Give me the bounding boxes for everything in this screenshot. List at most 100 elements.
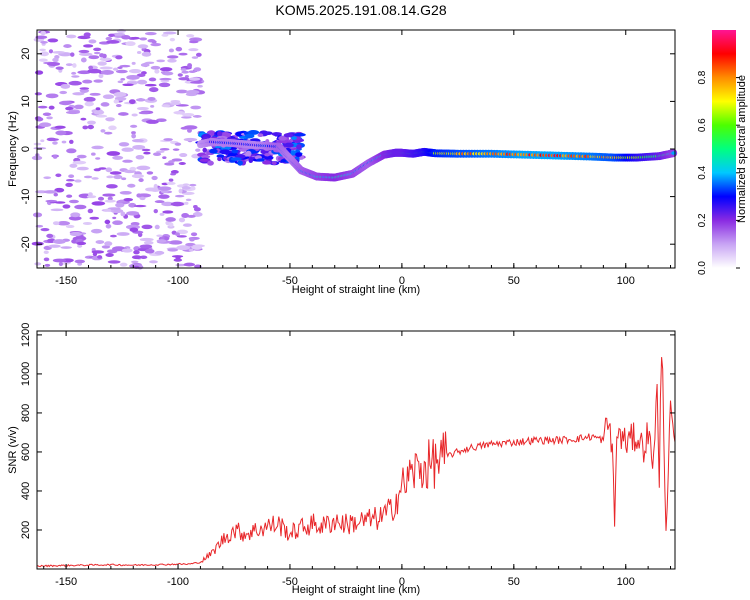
noise-blob [45, 93, 59, 99]
noise-blob [136, 73, 146, 78]
noise-blob [174, 142, 182, 146]
noise-blob [119, 64, 131, 68]
noise-blob [45, 199, 58, 203]
noise-blob [95, 107, 101, 111]
noise-blob [65, 110, 80, 115]
noise-blob [74, 104, 84, 110]
noise-blob [256, 158, 265, 162]
noise-blob [90, 228, 103, 234]
x-tick-label: -50 [282, 576, 298, 588]
y-tick-label: 800 [20, 404, 32, 422]
x-tick-label: -150 [55, 576, 77, 588]
noise-blob [170, 172, 177, 176]
noise-blob [264, 155, 274, 160]
noise-blob [168, 178, 174, 182]
noise-blob [59, 90, 68, 95]
noise-blob [130, 124, 138, 128]
spectrogram-y-label: Frequency (Hz) [7, 111, 19, 187]
noise-blob [93, 168, 101, 172]
noise-blob [176, 89, 188, 94]
noise-blob [153, 183, 158, 189]
noise-blob [245, 150, 252, 157]
noise-blob [143, 240, 154, 245]
noise-blob [122, 83, 134, 87]
noise-blob [185, 89, 200, 95]
noise-blob [129, 166, 137, 171]
noise-blob [136, 50, 142, 54]
noise-blob [61, 140, 67, 144]
noise-blob [185, 198, 192, 202]
noise-blob [68, 174, 75, 179]
noise-blob [158, 82, 171, 88]
noise-blob [83, 32, 91, 37]
noise-blob [183, 125, 198, 130]
noise-blob [189, 40, 199, 44]
noise-blob [140, 63, 150, 67]
noise-blob [52, 239, 66, 244]
noise-blob [88, 39, 97, 44]
noise-blob [158, 194, 170, 199]
noise-blob [123, 197, 134, 202]
noise-blob [97, 61, 107, 66]
noise-blob [156, 59, 166, 63]
noise-blob [187, 63, 193, 69]
noise-blob [139, 244, 153, 249]
x-tick-label: 0 [399, 576, 405, 588]
noise-blob [231, 149, 239, 154]
spectrogram-x-label: Height of straight line (km) [292, 284, 420, 296]
noise-blob [209, 148, 218, 154]
x-tick-label: -50 [282, 275, 298, 287]
noise-blob [145, 187, 157, 192]
noise-blob [68, 215, 82, 221]
noise-blob [244, 133, 255, 139]
noise-blob [65, 182, 73, 188]
noise-blob [121, 147, 134, 152]
noise-blob [162, 210, 174, 214]
noise-blob [136, 165, 151, 171]
noise-blob [156, 118, 167, 123]
noise-blob [52, 221, 60, 226]
noise-blob [168, 160, 175, 164]
noise-blob [148, 77, 157, 82]
noise-blob [82, 221, 93, 225]
noise-blob [217, 130, 223, 137]
noise-blob [121, 177, 127, 181]
noise-blob [131, 36, 140, 40]
noise-blob [35, 117, 44, 122]
noise-blob [71, 71, 77, 75]
y-tick-label: 600 [20, 443, 32, 461]
noise-blob [117, 112, 129, 116]
noise-blob [128, 99, 136, 105]
noise-blob [34, 262, 42, 266]
noise-blob [138, 111, 150, 115]
noise-blob [129, 227, 139, 233]
noise-blob [132, 144, 146, 150]
noise-blob [145, 119, 159, 124]
noise-blob [106, 40, 120, 44]
noise-blob [99, 57, 112, 62]
noise-blob [188, 77, 201, 81]
noise-blob [177, 73, 183, 77]
noise-blob [113, 92, 127, 97]
noise-blob [120, 77, 126, 81]
noise-blob [197, 84, 203, 88]
noise-blob [87, 68, 102, 74]
noise-blob [43, 250, 49, 255]
noise-blob [136, 79, 148, 85]
noise-blob [93, 47, 102, 52]
noise-blob [111, 32, 126, 36]
noise-blob [126, 211, 140, 216]
noise-blob [195, 148, 201, 152]
noise-blob [93, 79, 104, 83]
noise-blob [117, 199, 126, 203]
noise-blob [76, 154, 87, 159]
noise-blob [161, 201, 174, 207]
noise-blob [149, 87, 159, 93]
snr-frame [36, 330, 676, 570]
noise-blob [178, 188, 183, 194]
noise-blob [181, 185, 191, 190]
noise-blob [131, 61, 136, 65]
noise-blob [112, 216, 117, 220]
